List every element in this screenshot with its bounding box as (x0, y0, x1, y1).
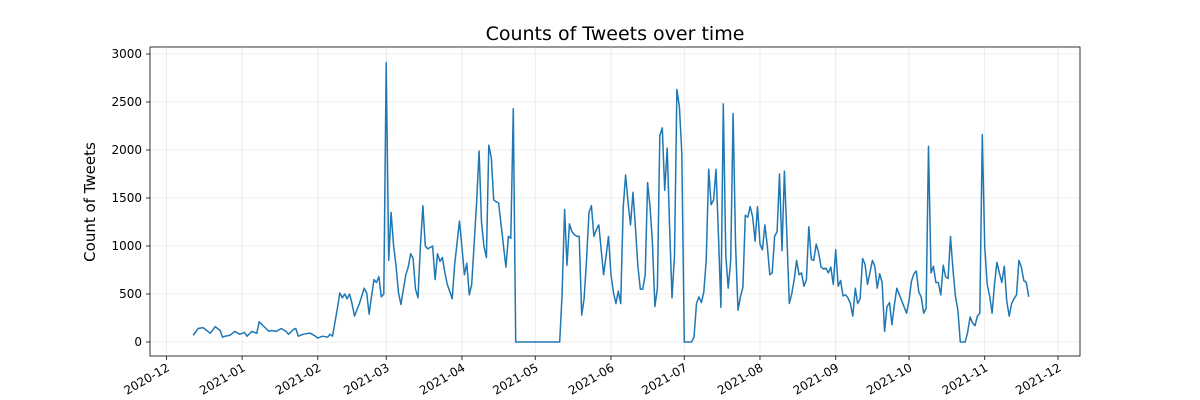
x-tick-label: 2021-08 (715, 360, 765, 397)
y-tick-label: 0 (134, 335, 142, 349)
plot-frame (149, 46, 1081, 357)
y-tick-label: 2000 (111, 143, 142, 157)
chart-title: Counts of Tweets over time (486, 23, 745, 45)
x-tick-label: 2021-02 (273, 360, 323, 397)
y-tick-label: 3000 (111, 47, 142, 61)
y-tick-label: 2500 (111, 95, 142, 109)
x-tick-label: 2021-12 (1013, 360, 1063, 397)
y-axis-label: Count of Tweets (81, 142, 99, 262)
y-tick-label: 1500 (111, 191, 142, 205)
x-tick-label: 2021-09 (791, 360, 841, 397)
x-tick-label: 2021-10 (864, 360, 914, 397)
x-tick-label: 2021-07 (639, 360, 689, 397)
x-tick-label: 2021-06 (566, 360, 616, 397)
y-tick-label: 500 (119, 287, 142, 301)
x-tick-label: 2021-05 (490, 360, 540, 397)
data-line (192, 61, 1030, 343)
x-tick-label: 2021-01 (197, 360, 247, 397)
x-tick-label: 2020-12 (121, 360, 171, 397)
x-tick-label: 2021-04 (417, 360, 467, 397)
x-tick-label: 2021-03 (341, 360, 391, 397)
y-tick-label: 1000 (111, 239, 142, 253)
x-tick-label: 2021-11 (940, 360, 990, 397)
